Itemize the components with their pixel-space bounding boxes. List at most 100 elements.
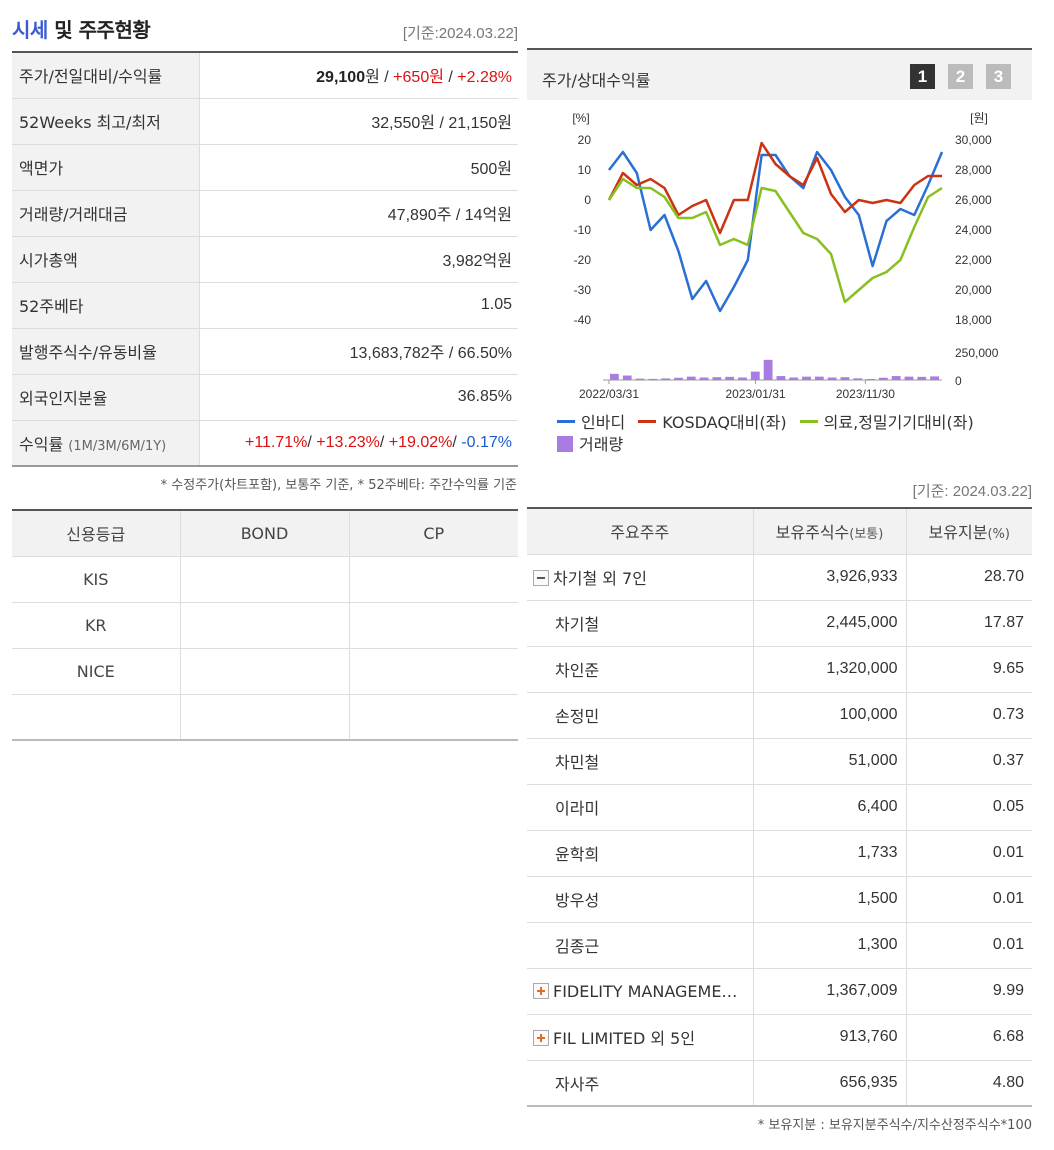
credit-rating-table: 신용등급 BOND CP KIS KR NICE: [12, 509, 518, 741]
table-row: 52주베타 1.05: [12, 282, 518, 329]
x-tick-label: 2023/01/31: [725, 387, 785, 401]
table-row: FIL LIMITED 외 5인 913,760 6.68: [527, 1014, 1032, 1061]
series-line: [607, 177, 943, 304]
return-label-periods: (1M/3M/6M/1Y): [68, 438, 167, 454]
holder-name: 손정민: [527, 692, 754, 739]
volume-bar: [699, 377, 709, 380]
table-row: 방우성 1,500 0.01: [527, 876, 1032, 923]
holder-ratio: 6.68: [906, 1014, 1032, 1061]
row-value: 500원: [199, 144, 518, 191]
expand-icon[interactable]: [533, 1030, 549, 1046]
holder-name: 차민철: [527, 738, 754, 785]
return-label-main: 수익률: [19, 434, 64, 454]
table-header-row: 주요주주 보유주식수(보통) 보유지분(%): [527, 508, 1032, 555]
row-value: 13,683,782주 / 66.50%: [199, 328, 518, 375]
chart-page-1-button[interactable]: 1: [910, 64, 935, 89]
volume-bar: [853, 378, 863, 380]
right-tick-label: 20,000: [955, 283, 992, 297]
legend-label: KOSDAQ대비(좌): [662, 413, 787, 432]
chart-page-2-button[interactable]: 2: [948, 64, 973, 89]
holder-ratio: 0.01: [906, 922, 1032, 969]
holder-name: 김종근: [527, 922, 754, 969]
table-row: 발행주식수/유동비율 13,683,782주 / 66.50%: [12, 328, 518, 375]
cp-cell: [349, 556, 518, 603]
row-label: 52Weeks 최고/최저: [12, 98, 200, 145]
table-row: KR: [12, 602, 518, 649]
cp-cell: [349, 694, 518, 740]
bond-cell: [180, 648, 350, 695]
holder-ratio: 0.05: [906, 784, 1032, 831]
legend-label: 인바디: [581, 413, 626, 432]
left-axis-unit: [%]: [572, 111, 589, 125]
holder-shares: 100,000: [753, 692, 907, 739]
shareholders-table: 주요주주 보유주식수(보통) 보유지분(%) 차기철 외 7인 3,926,93…: [527, 507, 1032, 1107]
holder-name: 차기철: [527, 600, 754, 647]
header-shares-label: 보유주식수: [775, 523, 850, 543]
expand-icon[interactable]: [533, 982, 549, 999]
table-row: 거래량/거래대금 47,890주 / 14억원: [12, 190, 518, 237]
holder-ratio: 0.01: [906, 876, 1032, 923]
collapse-icon[interactable]: [533, 570, 549, 586]
cp-cell: [349, 602, 518, 649]
chart-page-3-button[interactable]: 3: [986, 64, 1011, 89]
holder-ratio: 9.99: [906, 968, 1032, 1015]
holder-shares: 1,300: [753, 922, 907, 969]
section-title: 시세 및 주주현황: [12, 14, 151, 43]
table-row: 액면가 500원: [12, 144, 518, 191]
row-value: 3,982억원: [199, 236, 518, 283]
holder-shares: 913,760: [753, 1014, 907, 1061]
holder-name: FIDELITY MANAGEMENT & RESEARCH: [527, 968, 754, 1015]
sep: /: [379, 433, 389, 451]
holder-ratio: 9.65: [906, 646, 1032, 693]
row-label: 외국인지분율: [12, 374, 200, 421]
volume-bar: [930, 376, 939, 380]
right-tick-label: 18,000: [955, 313, 992, 327]
return-6m: +19.02%: [388, 433, 453, 451]
legend-box-icon: [557, 436, 573, 452]
volume-bar: [686, 376, 696, 380]
return-1m: +11.71%: [244, 433, 308, 451]
row-label: 52주베타: [12, 282, 200, 329]
holder-name: 차기철 외 7인: [527, 554, 754, 601]
table-row: FIDELITY MANAGEMENT & RESEARCH 1,367,009…: [527, 968, 1032, 1015]
row-value: 32,550원 / 21,150원: [199, 98, 518, 145]
current-price: 29,100: [316, 69, 366, 87]
holder-shares: 6,400: [753, 784, 907, 831]
series-line: [607, 141, 942, 235]
x-tick-label: 2023/11/30: [836, 387, 895, 401]
header-cp: CP: [349, 510, 518, 557]
right-tick-label: 22,000: [955, 253, 992, 267]
legend-item: 인바디: [557, 412, 625, 434]
holder-name: 자사주: [527, 1060, 754, 1106]
volume-bar: [648, 378, 658, 380]
return-1y: -0.17%: [461, 433, 512, 451]
volume-bar: [904, 376, 914, 380]
volume-bar: [750, 371, 760, 380]
holder-name: FIL LIMITED 외 5인: [527, 1014, 754, 1061]
title-rest: 및 주주현황: [54, 18, 151, 42]
legend-item: 거래량: [557, 434, 623, 456]
price-change-pct: +2.28%: [457, 69, 512, 87]
right-tick-label: 30,000: [955, 133, 992, 147]
right-axis-unit: [원]: [970, 111, 988, 125]
table-row: 수익률 (1M/3M/6M/1Y) +11.71%/ +13.23%/ +19.…: [12, 420, 518, 466]
price-change: +650원: [393, 69, 444, 87]
row-value: 36.85%: [199, 374, 518, 421]
basis-date-right: [기준: 2024.03.22]: [912, 483, 1032, 500]
table-row: 차기철 외 7인 3,926,933 28.70: [527, 554, 1032, 601]
holder-shares: 1,733: [753, 830, 907, 877]
agency-name: KIS: [12, 556, 181, 603]
left-tick-label: 0: [584, 193, 591, 207]
header-credit-grade: 신용등급: [12, 510, 181, 557]
volume-bar: [725, 376, 735, 380]
table-row: [12, 694, 518, 740]
table-row: NICE: [12, 648, 518, 695]
price-footnote: * 수정주가(차트포함), 보통주 기준, * 52주베타: 주간수익률 기준: [160, 478, 517, 493]
row-label: 액면가: [12, 144, 200, 191]
holder-ratio: 0.37: [906, 738, 1032, 785]
price-label: 주가/전일대비/수익률: [12, 52, 200, 99]
legend-line-icon: [557, 420, 575, 423]
table-row: 주가/전일대비/수익률 29,100원 / +650원 / +2.28%: [12, 52, 518, 99]
volume-bar: [814, 376, 824, 380]
header-ratio-label: 보유지분: [928, 523, 988, 543]
